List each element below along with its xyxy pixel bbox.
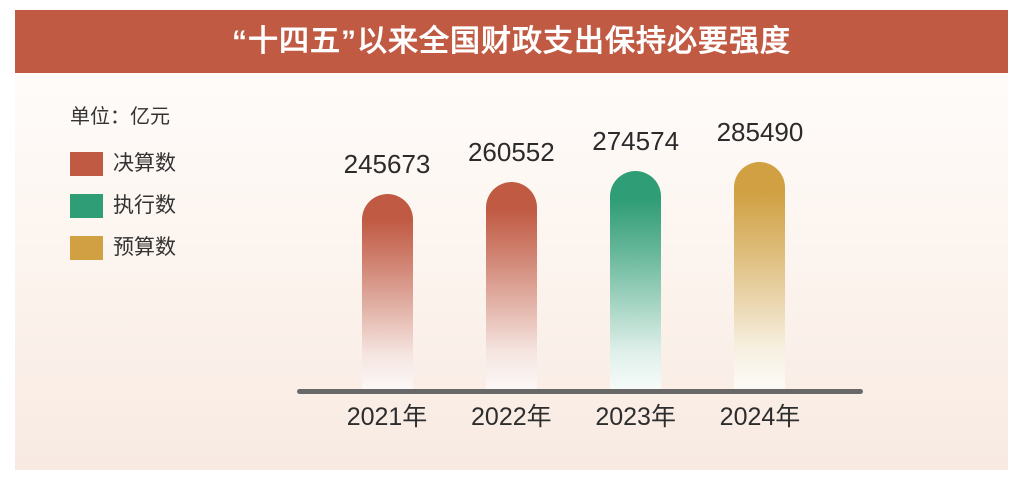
legend-swatch-final-accounts bbox=[70, 152, 103, 176]
x-tick-2024: 2024年 bbox=[719, 403, 801, 431]
bar-2021 bbox=[361, 194, 413, 390]
x-tick-2022: 2022年 bbox=[471, 403, 552, 431]
bar-value-2021: 245673 bbox=[343, 149, 431, 179]
legend-swatch-budget bbox=[70, 236, 103, 260]
chart-area: 单位：亿元 决算数执行数预算数 245673 2021年 260552 2022年 27… bbox=[15, 10, 1008, 470]
legend-swatch-executed bbox=[70, 194, 103, 218]
bar-value-2023: 274574 bbox=[592, 126, 680, 156]
legend-label-budget: 预算数 bbox=[113, 236, 176, 259]
bar-value-2022: 260552 bbox=[467, 137, 555, 167]
title-banner: “十四五”以来全国财政支出保持必要强度 bbox=[15, 10, 1008, 73]
legend-item-executed: 执行数 bbox=[70, 194, 176, 218]
chart-title: “十四五”以来全国财政支出保持必要强度 bbox=[232, 25, 791, 58]
legend-label-final-accounts: 决算数 bbox=[113, 152, 176, 175]
chart-panel: 单位：亿元 决算数执行数预算数 245673 2021年 260552 2022年 27… bbox=[15, 10, 1008, 470]
legend-item-budget: 预算数 bbox=[70, 236, 176, 260]
x-tick-2023: 2023年 bbox=[595, 403, 676, 431]
unit-label: 单位：亿元 bbox=[70, 106, 170, 128]
x-axis-line bbox=[297, 389, 863, 394]
bar-value-2024: 285490 bbox=[716, 117, 804, 147]
bar-2022 bbox=[485, 182, 537, 390]
bar-2024 bbox=[734, 162, 786, 390]
legend-label-executed: 执行数 bbox=[113, 194, 176, 217]
legend-item-final-accounts: 决算数 bbox=[70, 152, 176, 176]
legend: 决算数 执行数 预算数 bbox=[70, 152, 176, 278]
x-tick-2021: 2021年 bbox=[346, 403, 428, 431]
bar-2023 bbox=[610, 171, 662, 390]
